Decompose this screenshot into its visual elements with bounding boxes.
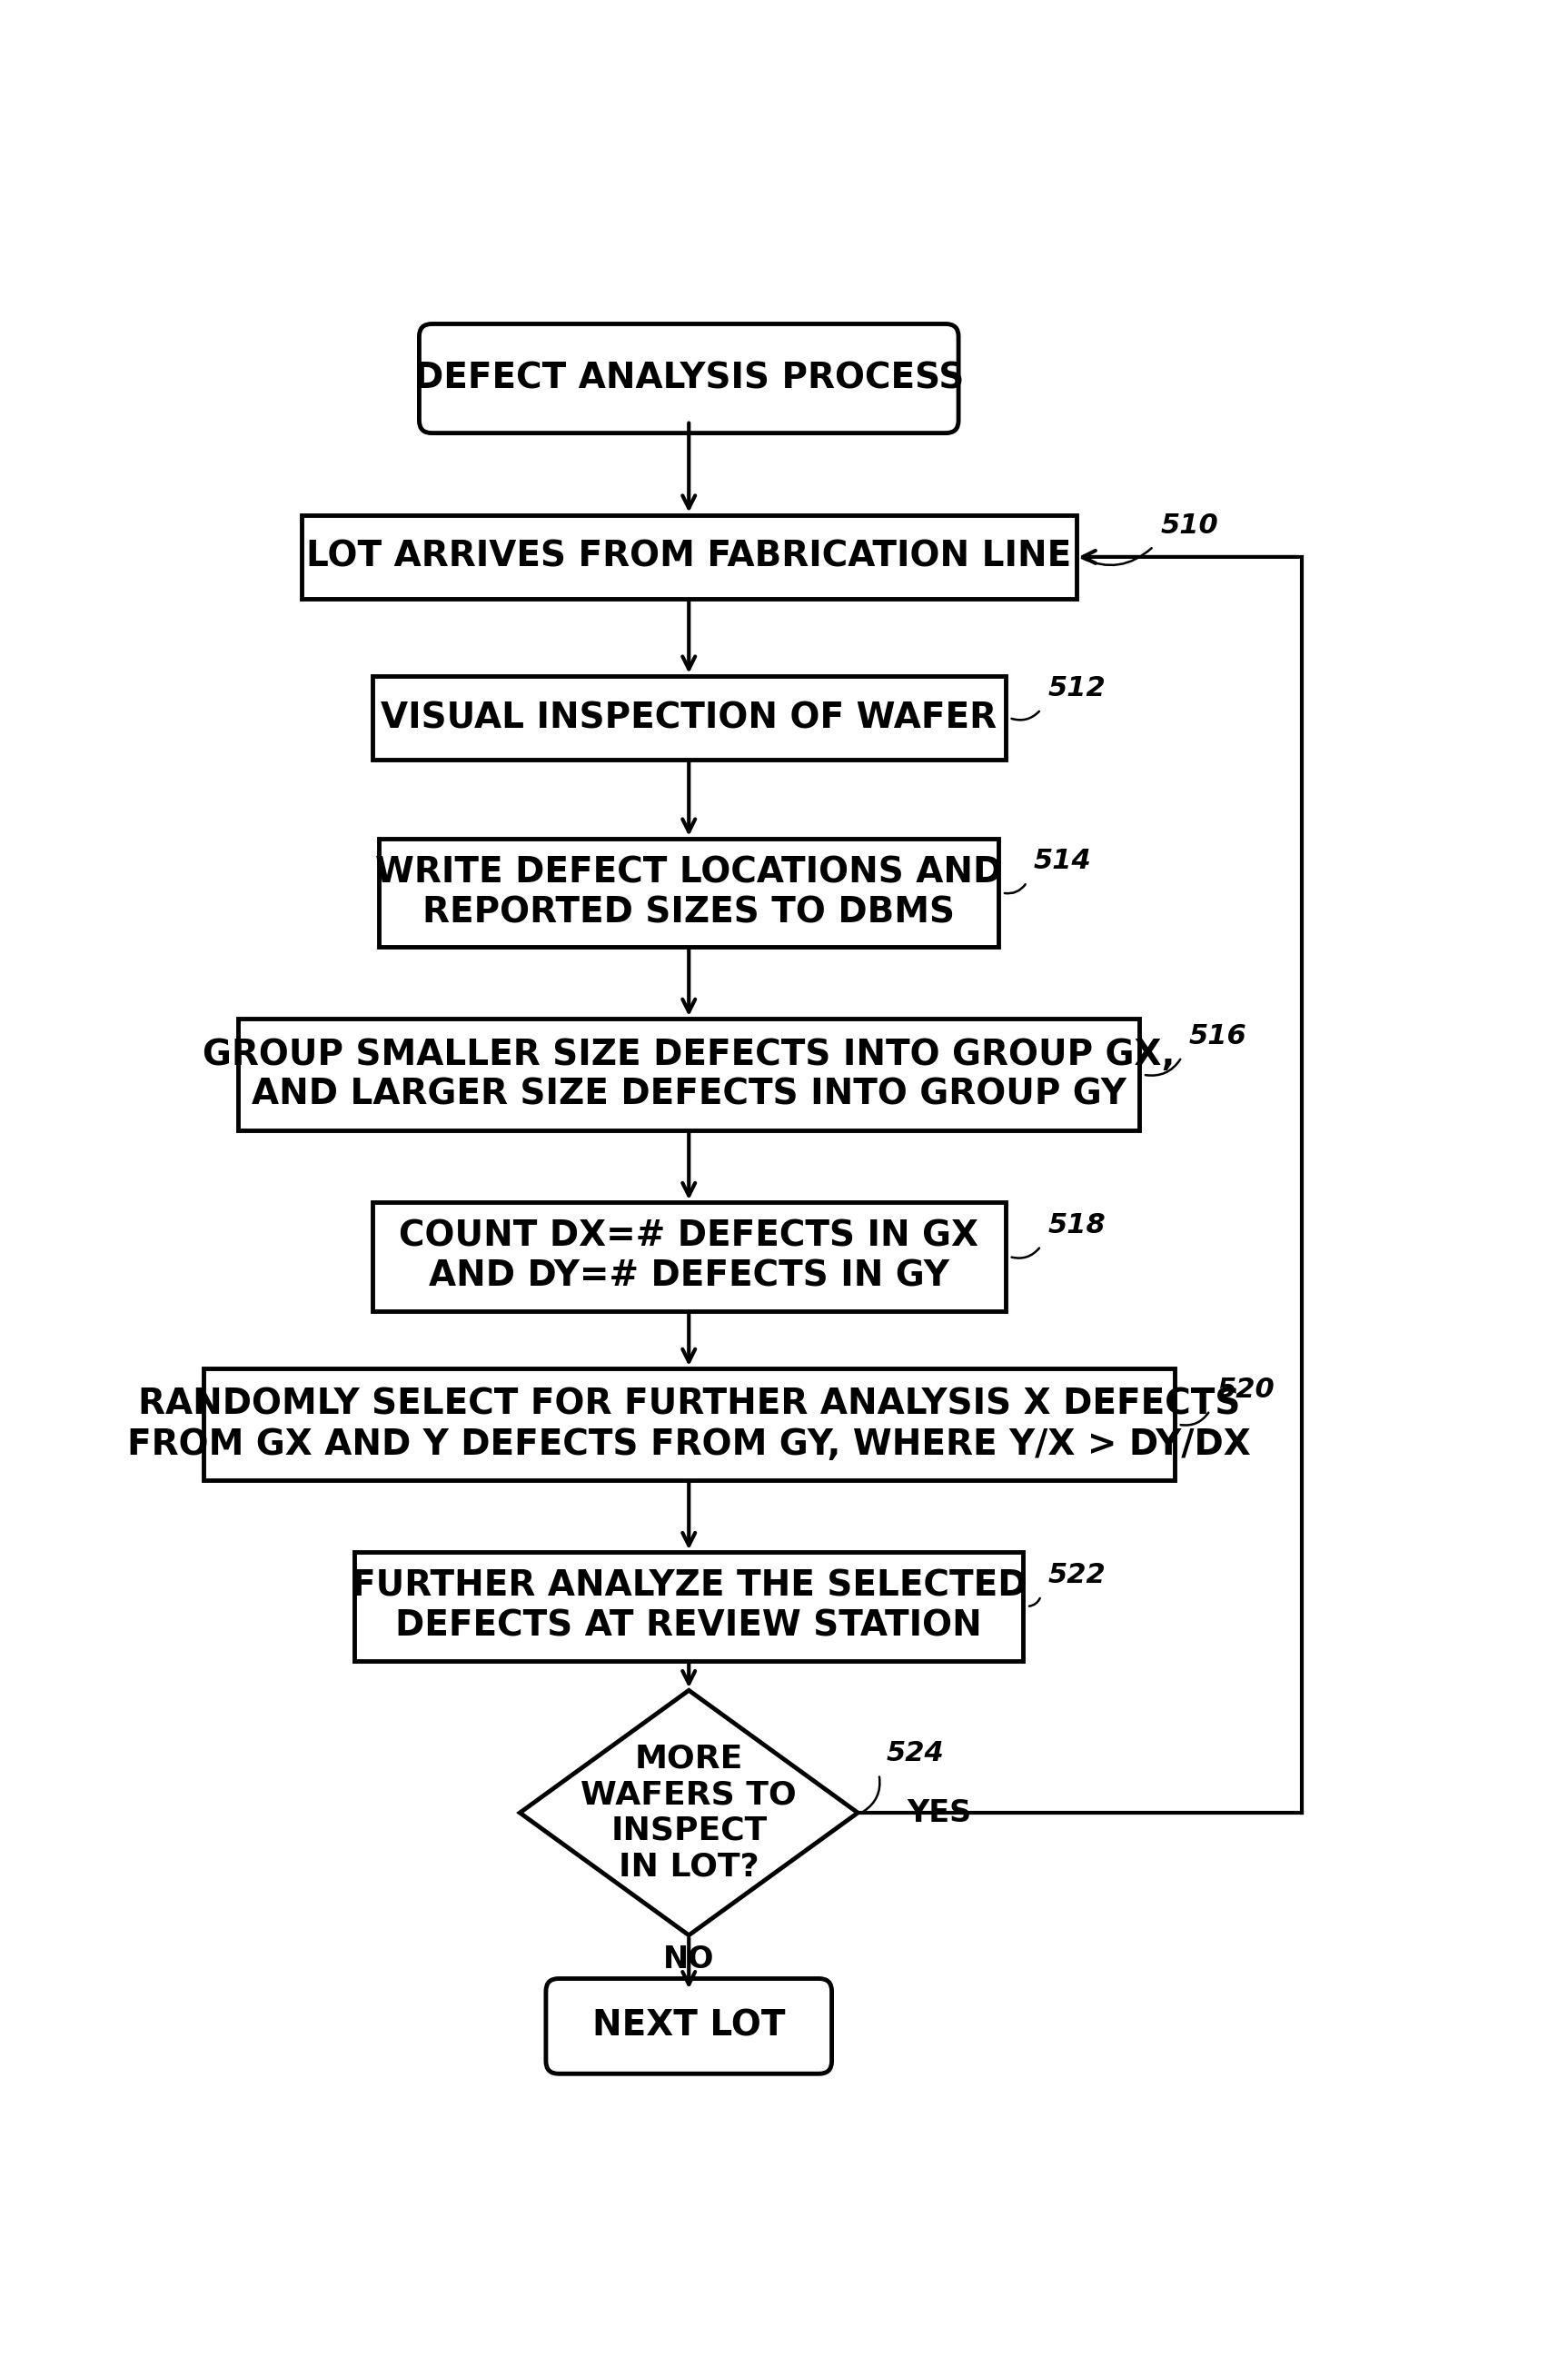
Text: YES: YES <box>908 1799 972 1827</box>
Bar <box>372 1202 1005 1311</box>
Text: 520: 520 <box>1217 1375 1275 1404</box>
Text: 516: 516 <box>1189 1023 1247 1049</box>
Text: 510: 510 <box>1160 511 1218 540</box>
Bar <box>301 516 1076 599</box>
Polygon shape <box>521 1690 858 1936</box>
Text: MORE
WAFERS TO
INSPECT
IN LOT?: MORE WAFERS TO INSPECT IN LOT? <box>580 1744 797 1882</box>
Text: NEXT LOT: NEXT LOT <box>593 2010 786 2043</box>
Bar <box>202 1368 1174 1479</box>
Text: LOT ARRIVES FROM FABRICATION LINE: LOT ARRIVES FROM FABRICATION LINE <box>306 540 1071 575</box>
Text: COUNT DX=# DEFECTS IN GX
AND DY=# DEFECTS IN GY: COUNT DX=# DEFECTS IN GX AND DY=# DEFECT… <box>398 1219 978 1295</box>
Text: RANDOMLY SELECT FOR FURTHER ANALYSIS X DEFECTS
FROM GX AND Y DEFECTS FROM GY, WH: RANDOMLY SELECT FOR FURTHER ANALYSIS X D… <box>127 1387 1251 1463</box>
FancyBboxPatch shape <box>419 324 958 433</box>
Text: FURTHER ANALYZE THE SELECTED
DEFECTS AT REVIEW STATION: FURTHER ANALYZE THE SELECTED DEFECTS AT … <box>351 1569 1027 1643</box>
Text: 522: 522 <box>1047 1562 1105 1588</box>
FancyBboxPatch shape <box>546 1979 831 2073</box>
Text: 524: 524 <box>886 1740 944 1766</box>
Bar <box>372 677 1005 760</box>
Text: DEFECT ANALYSIS PROCESS: DEFECT ANALYSIS PROCESS <box>414 362 964 395</box>
Bar <box>379 838 999 947</box>
Text: VISUAL INSPECTION OF WAFER: VISUAL INSPECTION OF WAFER <box>381 701 997 736</box>
Text: 512: 512 <box>1047 675 1105 701</box>
Bar <box>238 1018 1140 1131</box>
Bar <box>354 1553 1024 1662</box>
Text: 518: 518 <box>1047 1212 1105 1238</box>
Text: GROUP SMALLER SIZE DEFECTS INTO GROUP GX,
AND LARGER SIZE DEFECTS INTO GROUP GY: GROUP SMALLER SIZE DEFECTS INTO GROUP GX… <box>202 1037 1174 1112</box>
Text: NO: NO <box>663 1946 715 1974</box>
Text: WRITE DEFECT LOCATIONS AND
REPORTED SIZES TO DBMS: WRITE DEFECT LOCATIONS AND REPORTED SIZE… <box>375 854 1002 930</box>
Text: 514: 514 <box>1033 847 1091 873</box>
